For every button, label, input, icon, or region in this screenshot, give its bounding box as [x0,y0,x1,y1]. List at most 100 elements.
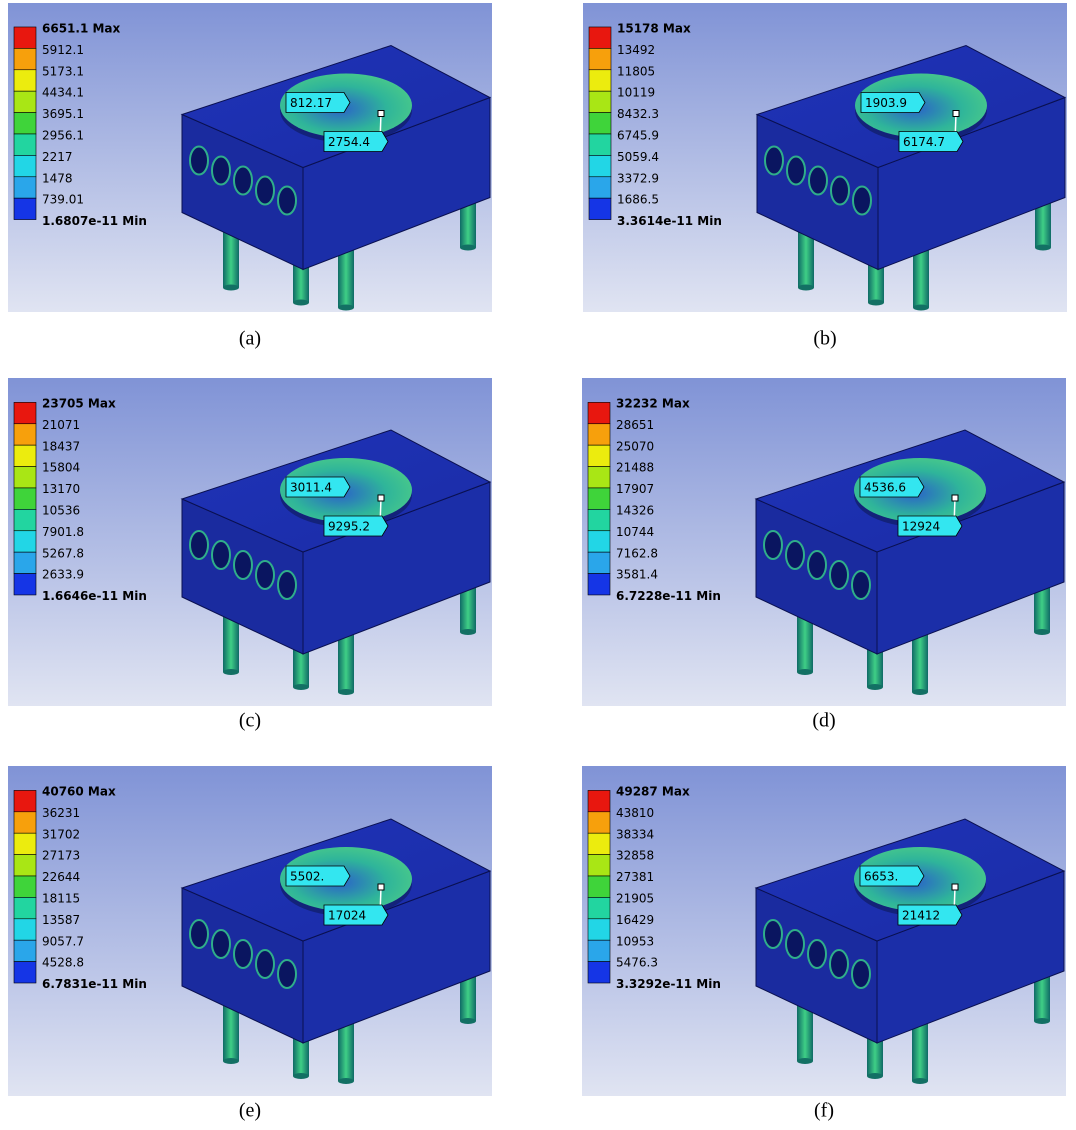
legend-band [14,876,36,897]
legend-band [14,402,36,423]
legend-label: 3.3292e-11 Min [616,977,721,991]
legend-label: 27381 [616,870,654,884]
legend-band [588,424,610,445]
probe-label: 2754.4 [328,135,370,149]
port-hole [831,177,849,205]
legend-label: 15804 [42,461,80,475]
legend-band [14,962,36,983]
legend-label: 2217 [42,150,73,164]
legend-band [14,509,36,530]
port-hole [787,157,805,185]
leg-foot [338,1078,354,1084]
legend-label: 6745.9 [617,129,659,143]
probe-label: 17024 [328,909,366,923]
legend-label: 13492 [617,43,655,57]
legend-band [14,790,36,811]
legend-band [14,531,36,552]
legend-band [589,91,611,112]
legend-band [588,445,610,466]
support-leg [913,248,929,308]
legend-band [589,198,611,219]
legend-label: 4434.1 [42,86,84,100]
panel-caption: (b) [813,328,836,350]
support-leg [338,632,354,692]
result-panel: 49287 Max4381038334328582738121905164291… [582,766,1066,1096]
legend-band [588,509,610,530]
probe-label: 1903.9 [865,96,907,110]
port-hole [190,920,208,948]
legend-band [14,488,36,509]
legend-band [14,70,36,91]
legend-band [588,574,610,595]
legend-label: 43810 [616,806,654,820]
legend-label: 17907 [616,482,654,496]
probe-marker [378,111,384,117]
port-hole [830,561,848,589]
legend-band [589,48,611,69]
port-hole [786,541,804,569]
probe-label: 9295.2 [328,520,370,534]
port-hole [256,177,274,205]
legend-label: 32858 [616,849,654,863]
panel-caption: (f) [814,1100,834,1122]
legend-label: 13170 [42,482,80,496]
legend-band [588,940,610,961]
port-hole [853,187,871,215]
leg-foot [338,305,354,311]
legend-band [588,790,610,811]
legend-band [588,402,610,423]
legend-label: 5173.1 [42,64,84,78]
port-hole [278,571,296,599]
panel-caption: (e) [239,1100,261,1122]
leg-foot [460,1018,476,1024]
leg-foot [867,1073,883,1079]
legend-label: 7901.8 [42,525,84,539]
legend-band [589,177,611,198]
legend-label: 16429 [616,913,654,927]
legend-label: 2956.1 [42,129,84,143]
leg-foot [460,245,476,251]
legend-band [14,134,36,155]
legend-label: 10536 [42,504,80,518]
legend-band [14,198,36,219]
legend-band [14,27,36,48]
figure: 6651.1 Max5912.15173.14434.13695.12956.1… [0,0,1076,1130]
legend-label: 8432.3 [617,107,659,121]
legend-label: 3.3614e-11 Min [617,214,722,228]
probe-marker [378,495,384,501]
legend-band [14,155,36,176]
port-hole [234,167,252,195]
port-hole [830,950,848,978]
legend-band [589,27,611,48]
legend-label: 21071 [42,418,80,432]
support-leg [338,1021,354,1081]
legend-label: 23705 Max [42,397,116,411]
legend-band [14,574,36,595]
port-hole [234,551,252,579]
legend-label: 13587 [42,913,80,927]
support-leg [912,1021,928,1081]
leg-foot [223,285,239,291]
legend-band [589,134,611,155]
legend-label: 31702 [42,827,80,841]
leg-foot [868,300,884,306]
probe-marker [378,884,384,890]
legend-band [14,91,36,112]
port-hole [809,167,827,195]
legend-band [588,812,610,833]
legend-band [14,445,36,466]
probe-marker [952,495,958,501]
panel-caption: (d) [812,710,835,732]
port-hole [765,147,783,175]
leg-foot [798,285,814,291]
port-hole [852,571,870,599]
port-hole [808,940,826,968]
leg-foot [867,684,883,690]
legend-label: 5912.1 [42,43,84,57]
leg-foot [797,669,813,675]
legend-label: 5059.4 [617,150,659,164]
legend-band [588,962,610,983]
probe-marker [952,884,958,890]
legend-label: 3695.1 [42,107,84,121]
port-hole [852,960,870,988]
